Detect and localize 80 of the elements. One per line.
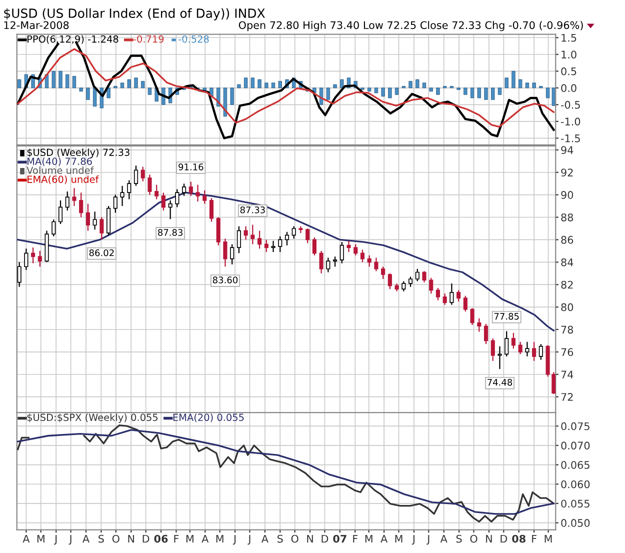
y-tick-label: -0.5 [560,100,580,109]
x-tick-label: O [112,534,120,543]
annotation: 77.85 [494,312,519,320]
y-tick-label: 0.050 [561,519,590,527]
y-tick-label: 0.055 [561,500,590,508]
x-tick-label: N [128,534,134,543]
x-tick-label: F [353,534,358,543]
legend-label: PPO(6,12,9) -1.248 [28,35,118,44]
y-tick-label: 0.075 [561,422,590,430]
y-tick-label: 0.065 [561,461,590,469]
y-tick-label: 76 [561,348,574,356]
y-tick-label: 72 [561,393,573,401]
y-tick-label: 94 [561,146,574,154]
x-tick-label: J [426,534,430,545]
legend-label: EMA(60) undef [28,175,99,184]
x-tick-label: J [54,534,57,545]
x-tick-label: J [68,534,72,545]
chart-title: $USD (US Dollar Index (End of Day)) INDX [4,8,265,20]
x-tick-label: D [322,534,328,543]
y-tick-label: 1.5 [562,34,576,42]
x-tick-label: J [412,534,414,545]
text: Open 72.80 High 73.40 Low 72.25 Close 72.33 Chg -0.70 (-0.96%) [238,21,583,32]
y-tick-label: 82 [561,280,573,289]
annotation: 91.16 [178,163,204,170]
x-tick-label: A [202,534,209,543]
x-tick-label: N [486,534,492,543]
y-tick-label: 78 [561,326,574,334]
x-tick-label: D [500,534,508,543]
x-tick-label: O [291,534,298,543]
x-tick-label: S [98,534,104,543]
y-tick-label: 1.0 [562,50,576,58]
annotation: 83.60 [212,276,238,284]
x-tick-label: M [37,534,44,543]
y-tick-label: 84 [561,258,574,266]
y-tick-label: -1.0 [560,118,580,126]
x-tick-label: D [142,534,150,543]
x-tick-label: M [544,534,552,543]
x-tick-label: S [456,534,462,543]
x-tick-label: F [532,534,536,543]
y-tick-label: 90 [561,191,574,199]
x-tick-label: F [174,534,179,543]
x-tick-label: M [186,534,194,543]
x-tick-label: M [216,534,224,543]
x-tick-label: 07 [333,534,346,543]
legend-label: $USD:$SPX (Weekly) 0.055 [27,414,158,423]
legend-label: MA(40) 77.86 [28,157,92,166]
y-tick-label: 74 [561,370,574,378]
x-tick-label: S [278,534,283,543]
legend-label: -0.528 [178,35,209,43]
x-tick-label: A [380,534,388,543]
chart-subtitle: 12-Mar-2008 [4,21,69,30]
x-tick-label: M [395,534,402,543]
y-tick-label: 92 [561,168,573,176]
x-tick-label: N [307,534,313,543]
x-tick-label: A [22,534,30,543]
legend-label: Volume undef [26,166,94,174]
annotation: 86.02 [89,249,114,256]
legend-label: $USD (Weekly) 72.33 [27,148,130,158]
x-tick-label: A [82,534,90,543]
annotation: 87.83 [158,229,183,236]
x-tick-label: 08 [512,534,526,543]
y-tick-label: -1.5 [560,134,580,142]
legend-label: EMA(20) 0.055 [173,414,244,422]
x-tick-label: O [470,534,478,543]
x-tick-label: A [440,534,448,543]
y-tick-label: 88 [561,213,574,222]
annotation: 87.33 [240,206,265,214]
x-tick-label: J [232,534,236,545]
y-tick-label: 0.060 [561,480,590,488]
x-tick-label: A [261,534,268,543]
legend-label: -0.719 [133,35,164,43]
x-tick-label: J [248,534,250,545]
y-tick-label: 86 [561,236,574,244]
x-tick-label: 06 [154,534,168,543]
y-tick-label: 0.0 [561,84,576,92]
annotation: 74.48 [488,378,512,386]
y-tick-label: 0.5 [561,67,576,76]
y-tick-label: 80 [561,303,574,312]
y-tick-label: 0.070 [561,442,590,450]
x-tick-label: M [365,534,372,543]
